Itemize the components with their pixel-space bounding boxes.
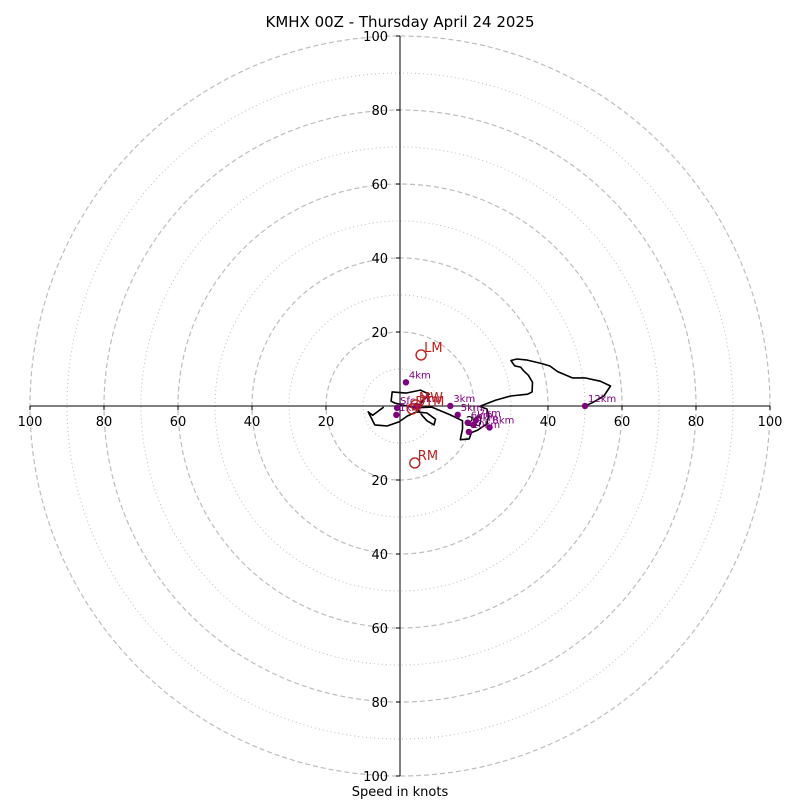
storm-motion-label-dtm: DTM xyxy=(415,395,444,410)
height-point-5km xyxy=(454,411,461,419)
y-tick-label: 40 xyxy=(371,252,388,267)
x-tick-label: 20 xyxy=(318,415,335,430)
height-point-6km xyxy=(464,419,471,426)
height-point-1km xyxy=(393,411,400,419)
y-tick-label: 60 xyxy=(371,622,388,637)
height-point-9km xyxy=(470,421,477,429)
height-label-4km: 4km xyxy=(409,370,431,381)
storm-motion-label-rm: RM xyxy=(418,449,438,464)
storm-motion-marker-mw xyxy=(410,399,422,411)
x-tick-label: 100 xyxy=(18,415,43,430)
height-point-12km xyxy=(581,402,589,410)
storm-motion-marker-dtm xyxy=(406,403,418,415)
y-tick-label: 80 xyxy=(371,696,388,711)
height-point-10km xyxy=(465,428,473,436)
x-tick-label: 100 xyxy=(758,415,783,430)
x-tick-label: 60 xyxy=(170,415,187,430)
height-point-8km xyxy=(486,424,493,431)
y-tick-label: 100 xyxy=(363,770,388,785)
height-label-9km: 9km xyxy=(476,413,498,424)
height-label-3km: 3km xyxy=(453,394,475,405)
height-point-4km xyxy=(402,379,410,386)
height-point-sfc xyxy=(393,404,401,412)
y-tick-label: 40 xyxy=(371,548,388,563)
height-label-2km: 2km xyxy=(420,394,442,405)
y-tick-label: 20 xyxy=(371,474,388,489)
y-tick-label: 80 xyxy=(371,104,388,119)
storm-motion-label-lm: LM xyxy=(424,341,442,356)
x-axis-label: Speed in knots xyxy=(352,785,449,800)
chart-title: KMHX 00Z - Thursday April 24 2025 xyxy=(265,13,534,31)
x-tick-label: 60 xyxy=(614,415,631,430)
x-tick-label: 40 xyxy=(540,415,557,430)
y-tick-label: 60 xyxy=(371,178,388,193)
height-label-8km: 8km xyxy=(493,415,515,426)
height-label-1km: 1km xyxy=(399,403,421,414)
x-tick-label: 80 xyxy=(688,415,705,430)
x-tick-label: 40 xyxy=(244,415,261,430)
height-label-sfc: Sfc xyxy=(400,396,415,407)
height-label-6km: 6km xyxy=(471,411,493,422)
height-label-5km: 5km xyxy=(461,403,483,414)
axes xyxy=(30,36,770,776)
height-label-10km: 10km xyxy=(472,420,500,431)
tick-labels: 1008060402020406080100100806040202040608… xyxy=(18,30,783,785)
x-tick-label: 80 xyxy=(96,415,113,430)
height-point-3km xyxy=(447,402,454,410)
height-label-7km: 7km xyxy=(479,408,501,419)
storm-motion-label-mw: MW xyxy=(419,391,443,406)
height-label-12km: 12km xyxy=(588,394,616,405)
y-tick-label: 100 xyxy=(363,30,388,45)
storm-motion-marker-rm xyxy=(409,457,421,469)
storm-motion-marker-lm xyxy=(415,349,427,361)
y-tick-label: 20 xyxy=(371,326,388,341)
storm-motion-group: LM MW RM DTM xyxy=(406,341,444,469)
